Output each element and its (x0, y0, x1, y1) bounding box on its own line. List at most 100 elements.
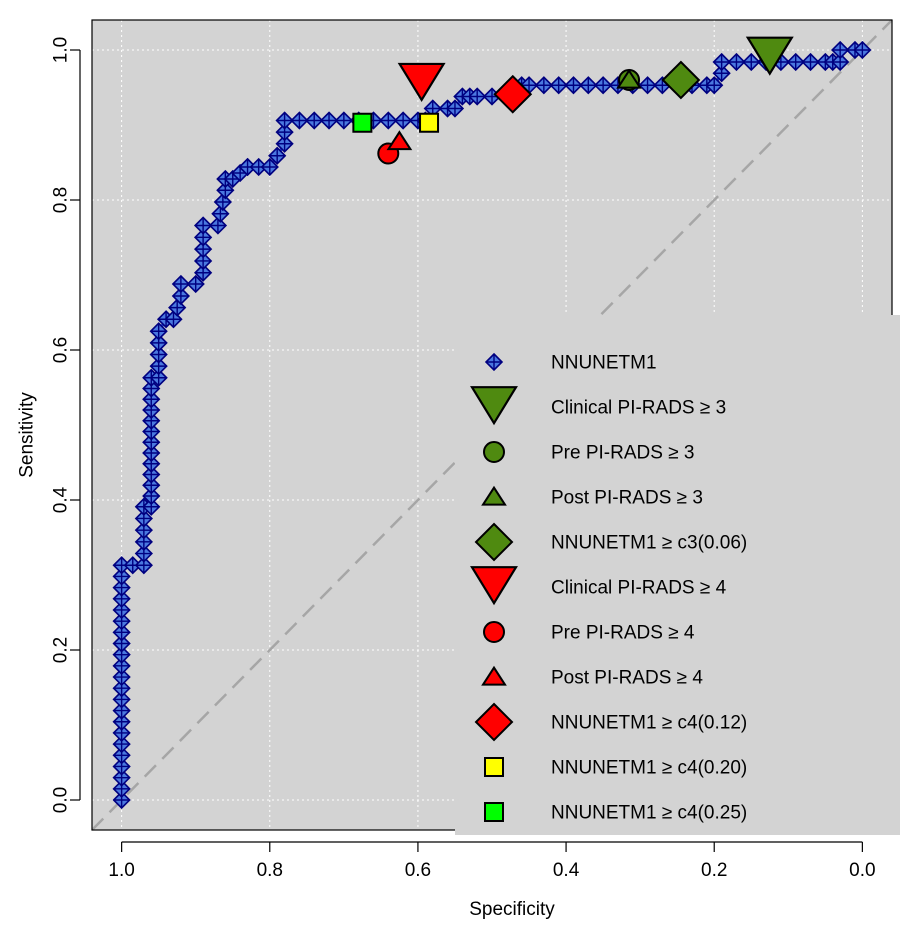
legend-marker-1 (470, 386, 518, 426)
curve-point (727, 52, 746, 72)
curve-marker-cross (706, 77, 723, 94)
curve-point (393, 111, 413, 130)
curve-point (112, 600, 131, 620)
y-tick-label: 0.8 (51, 187, 72, 213)
curve-marker-cross (787, 54, 804, 70)
legend-box (455, 315, 900, 835)
curve-point (379, 111, 398, 130)
curve-point (712, 64, 731, 83)
operating-point-4 (661, 60, 701, 100)
x-axis-label: Specificity (469, 899, 555, 920)
curve-point (275, 134, 294, 153)
legend-label-0: NNUNETM1 (551, 353, 657, 374)
curve-marker-cross (521, 77, 538, 94)
curve-marker-cross (380, 112, 397, 129)
curve-point (579, 76, 598, 95)
curve-marker-cross (395, 112, 412, 129)
curve-point (149, 345, 168, 364)
y-tick-label: 0.4 (51, 486, 72, 513)
curve-marker-cross (276, 112, 293, 129)
curve-marker-cross (486, 354, 502, 370)
curve-point (149, 333, 168, 353)
curve-point (290, 111, 309, 130)
curve-marker-cross (321, 112, 338, 129)
legend-marker-9 (484, 757, 504, 777)
y-axis-label: Sensitivity (17, 392, 38, 478)
curve-point (208, 216, 228, 235)
curve-marker-cross (446, 100, 463, 117)
legend-marker-0 (484, 352, 504, 372)
legend-label-4: NNUNETM1 ≥ c3(0.06) (551, 533, 747, 554)
curve-point (112, 589, 131, 608)
curve-point (142, 400, 161, 420)
x-tick-label: 0.4 (553, 860, 580, 881)
curve-marker-cross (469, 88, 486, 105)
chance-diagonal-line (91, 19, 893, 831)
curve-point (853, 40, 872, 60)
curve-point (149, 368, 168, 387)
curve-marker-cross (169, 299, 186, 316)
curve-point (171, 274, 191, 294)
curve-marker-cross (728, 54, 745, 70)
curve-point (134, 521, 153, 540)
curve-marker-cross (261, 159, 278, 175)
curve-marker-cross (854, 42, 871, 58)
operating-point-10 (352, 112, 373, 133)
operating-point-7 (386, 130, 413, 151)
curve-point (638, 76, 657, 95)
legend-marker-8 (474, 702, 514, 742)
curve-point (268, 146, 287, 165)
curve-point (564, 76, 583, 95)
curve-marker-cross (165, 311, 182, 328)
curve-point (319, 111, 339, 130)
curve-marker-cross (306, 112, 323, 129)
curve-point (112, 578, 131, 597)
curve-point (142, 433, 161, 452)
curve-point (534, 76, 553, 95)
operating-point-8 (493, 74, 533, 114)
y-tick-label: 0.0 (51, 787, 72, 813)
legend-marker-5 (470, 566, 518, 606)
curve-point (305, 111, 324, 130)
curve-point (831, 40, 850, 60)
curve-point (801, 52, 820, 72)
legend-marker-2 (483, 441, 505, 463)
curve-point (142, 476, 161, 495)
y-tick-label: 1.0 (51, 37, 72, 63)
curve-point (134, 544, 153, 563)
curve-marker-cross (550, 77, 567, 94)
curve-point (112, 623, 131, 642)
curve-marker-cross (535, 77, 552, 94)
curve-point (112, 656, 131, 675)
curve-marker-cross (832, 42, 849, 58)
operating-points (352, 36, 794, 165)
curve-marker-cross (743, 54, 760, 70)
x-tick-label: 0.6 (405, 860, 431, 881)
y-tick-label: 0.6 (51, 337, 72, 363)
x-tick-label: 0.2 (701, 860, 727, 881)
curve-point (112, 734, 131, 754)
axes: 1.0 0.8 0.6 0.4 0.2 0.0 0.0 0.2 0.4 0.6 0.8 1.0 (51, 37, 876, 881)
legend-marker-4 (474, 522, 514, 562)
legend-label-2: Pre PI-RADS ≥ 3 (551, 443, 694, 464)
curve-point (786, 52, 805, 72)
curve-marker-cross (187, 276, 204, 292)
curve-marker-cross (580, 77, 597, 94)
curve-marker-cross (802, 54, 819, 70)
curve-point (712, 52, 731, 72)
legend-marker-6 (483, 621, 505, 643)
x-tick-label: 0.8 (257, 860, 283, 881)
legend-label-10: NNUNETM1 ≥ c4(0.25) (551, 803, 747, 824)
curve-marker-cross (291, 112, 308, 129)
legend-marker-3 (481, 485, 507, 506)
curve-marker-cross (195, 217, 212, 234)
curve-point (112, 712, 131, 731)
curve-marker-cross (565, 77, 582, 94)
curve-point (468, 87, 487, 106)
legend-label-5: Clinical PI-RADS ≥ 4 (551, 578, 727, 599)
legend-label-6: Pre PI-RADS ≥ 4 (551, 623, 695, 644)
curve-marker-cross (150, 323, 167, 340)
operating-point-9 (419, 112, 440, 133)
curve-point (149, 322, 168, 341)
